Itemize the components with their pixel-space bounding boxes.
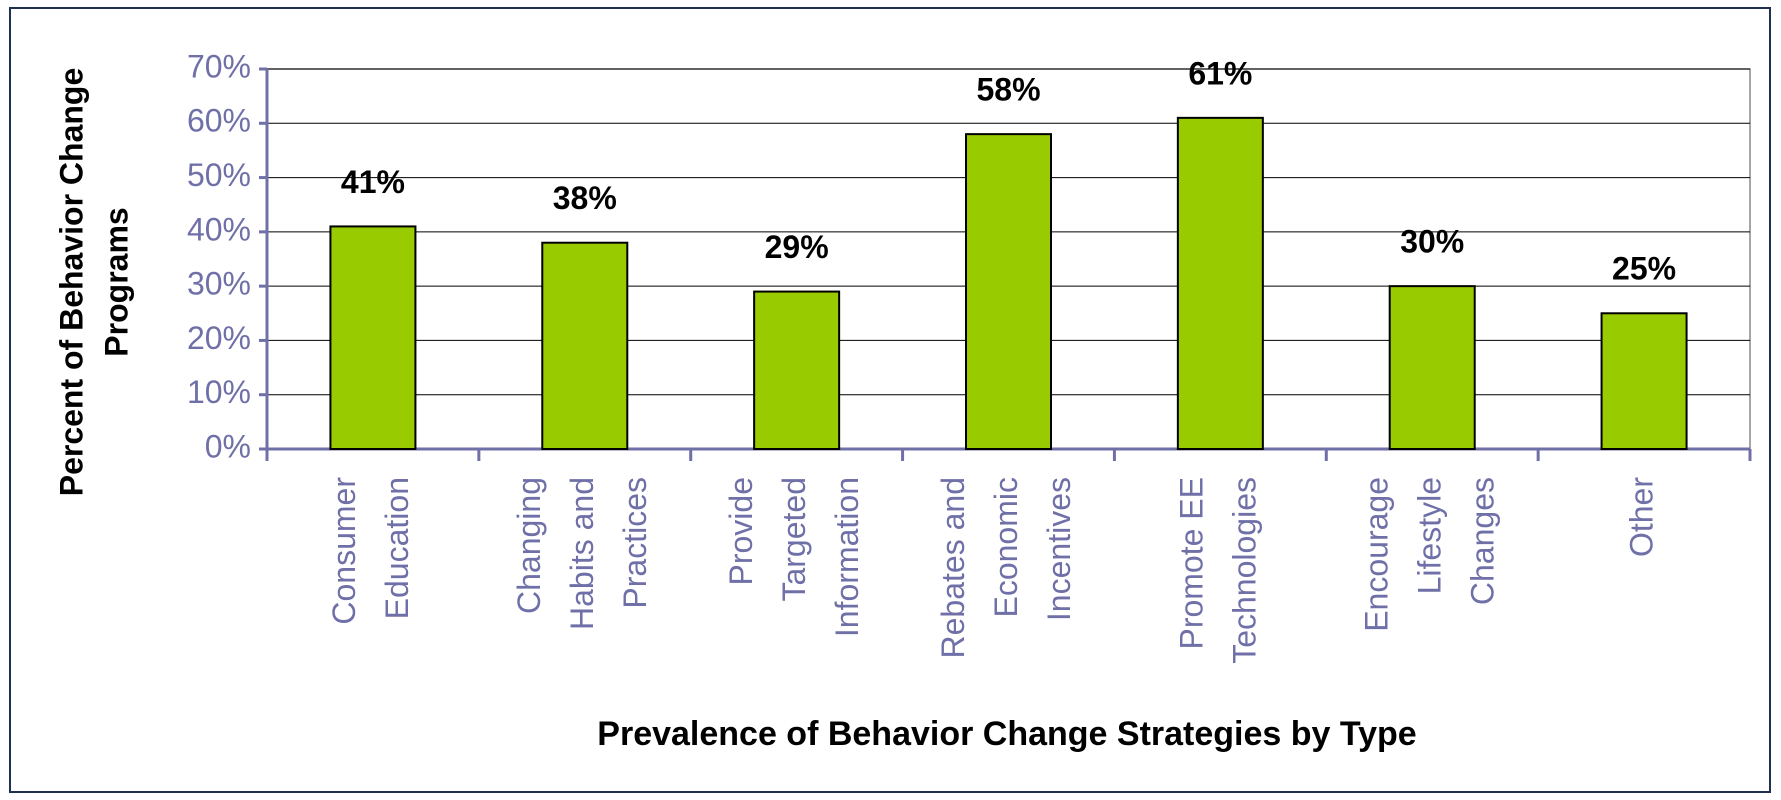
value-label: 58% xyxy=(976,72,1040,108)
y-tick-label: 50% xyxy=(187,157,251,193)
y-axis-title-line: Percent of Behavior Change xyxy=(53,68,89,497)
y-tick-label: 40% xyxy=(187,211,251,247)
y-tick-label: 0% xyxy=(205,428,251,464)
y-tick-label: 60% xyxy=(187,103,251,139)
y-tick-label: 10% xyxy=(187,374,251,410)
bar xyxy=(1600,312,1688,450)
x-tick-label: Changing xyxy=(511,477,547,614)
x-tick-label: Provide xyxy=(723,477,759,586)
x-tick-label: Consumer xyxy=(326,477,362,625)
bar xyxy=(1388,285,1476,450)
x-tick-label: Changes xyxy=(1465,477,1501,605)
value-label: 41% xyxy=(341,164,405,200)
x-tick-label: Education xyxy=(379,477,415,619)
x-tick-label: Targeted xyxy=(776,477,812,602)
x-tick-label: Habits and xyxy=(564,477,600,630)
frame xyxy=(9,7,1771,793)
bar xyxy=(753,290,841,451)
x-tick-label: Other xyxy=(1624,477,1660,557)
y-axis-title: Percent of Behavior Change Programs xyxy=(53,68,134,497)
x-tick-label: Rebates and xyxy=(935,477,971,658)
bar xyxy=(329,225,417,450)
x-tick-label: Technologies xyxy=(1226,477,1262,664)
value-label: 30% xyxy=(1400,224,1464,260)
value-label: 25% xyxy=(1612,251,1676,287)
bar xyxy=(965,133,1052,450)
y-tick-label: 70% xyxy=(187,48,251,84)
x-tick-label: Lifestyle xyxy=(1412,477,1448,594)
bar xyxy=(1176,116,1264,450)
y-axis-title-line: Programs xyxy=(98,207,134,356)
value-label: 38% xyxy=(553,180,617,216)
y-tick-label: 30% xyxy=(187,266,251,302)
x-tick-label: Practices xyxy=(617,477,653,609)
x-tick-label: Promote EE xyxy=(1173,477,1209,650)
value-label: 29% xyxy=(765,229,829,265)
x-axis-title: Prevalence of Behavior Change Strategies… xyxy=(597,715,1416,753)
x-tick-label: Encourage xyxy=(1359,477,1395,632)
x-tick-label: Information xyxy=(829,477,865,637)
y-tick-label: 20% xyxy=(187,320,251,356)
bar xyxy=(541,241,629,450)
x-tick-label: Incentives xyxy=(1041,477,1077,621)
value-label: 61% xyxy=(1188,55,1252,91)
x-tick-label: Economic xyxy=(988,477,1024,618)
